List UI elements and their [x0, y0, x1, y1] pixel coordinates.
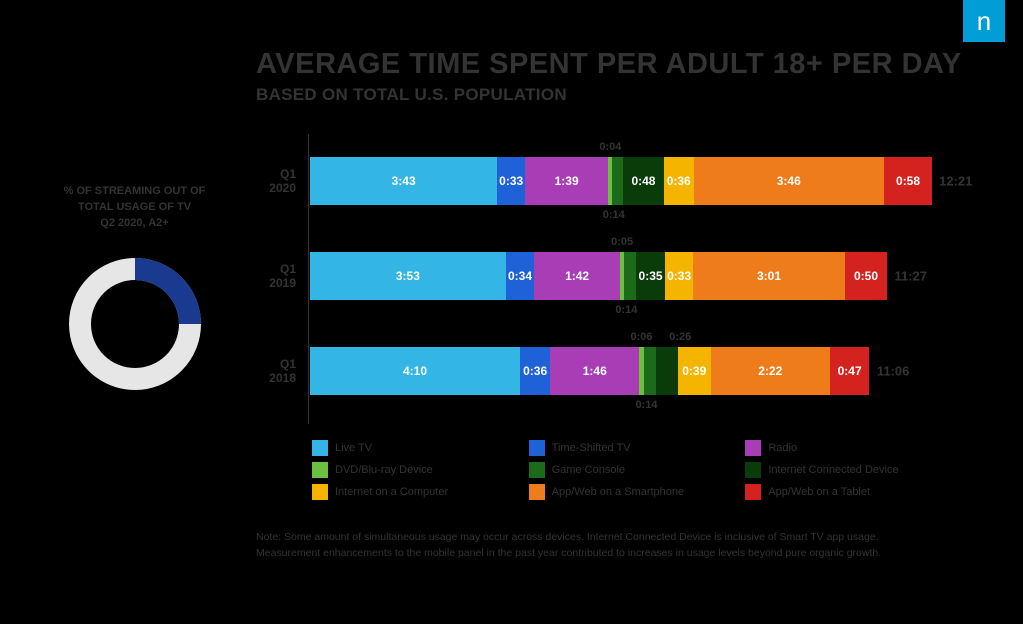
legend-item: Live TV	[312, 440, 519, 456]
segment-label-outside: 0:06	[630, 331, 652, 343]
donut-percent: 25%	[65, 254, 205, 394]
legend-item: App/Web on a Smartphone	[529, 484, 736, 500]
legend-label: Live TV	[335, 442, 372, 454]
bar-segment: 0:36	[664, 157, 694, 205]
row-total: 11:06	[877, 364, 910, 379]
bar-row: Q1 20203:430:331:390:040:140:480:363:460…	[256, 156, 992, 206]
bar-segment: 4:10	[310, 347, 520, 395]
legend-swatch	[312, 484, 328, 500]
chart-title: AVERAGE TIME SPENT PER ADULT 18+ PER DAY	[256, 48, 993, 81]
stacked-bar: 4:100:361:460:060:140:260:392:220:4711:0…	[310, 347, 869, 395]
bar-segment: 3:53	[310, 252, 506, 300]
bar-segment: 0:33	[497, 157, 525, 205]
bar-segment: 0:58	[884, 157, 933, 205]
legend-swatch	[312, 462, 328, 478]
donut-ring: 25%	[65, 254, 205, 394]
legend-item: App/Web on a Tablet	[745, 484, 952, 500]
segment-label-outside: 0:05	[611, 236, 633, 248]
bar-segment: 0:35	[636, 252, 665, 300]
legend-item: DVD/Blu-ray Device	[312, 462, 519, 478]
segment-label-outside: 0:14	[635, 399, 657, 411]
row-label: Q1 2019	[256, 262, 304, 290]
bar-segment: 0:26	[656, 347, 678, 395]
legend-label: Game Console	[552, 464, 625, 476]
bar-segment: 1:46	[550, 347, 639, 395]
legend-label: App/Web on a Tablet	[768, 486, 870, 498]
bar-segment: 0:34	[506, 252, 535, 300]
donut-label: % OF STREAMING OUT OF TOTAL USAGE OF TV …	[42, 184, 227, 232]
donut-chart: % OF STREAMING OUT OF TOTAL USAGE OF TV …	[42, 184, 227, 394]
bar-row: Q1 20193:530:341:420:050:140:350:333:010…	[256, 251, 992, 301]
legend-label: Internet Connected Device	[768, 464, 898, 476]
legend-item: Internet Connected Device	[745, 462, 952, 478]
legend-item: Game Console	[529, 462, 736, 478]
stacked-bar-chart: Q1 20203:430:331:390:040:140:480:363:460…	[256, 134, 992, 441]
row-total: 12:21	[939, 174, 972, 189]
chart-subtitle: BASED ON TOTAL U.S. POPULATION	[256, 85, 993, 105]
legend-item: Internet on a Computer	[312, 484, 519, 500]
bar-segment: 3:01	[693, 252, 845, 300]
row-total: 11:27	[894, 269, 927, 284]
bar-segment: 0:36	[520, 347, 550, 395]
footnote: Note: Some amount of simultaneous usage …	[256, 530, 993, 562]
header-block: AVERAGE TIME SPENT PER ADULT 18+ PER DAY…	[256, 48, 993, 105]
bar-segment: 3:46	[694, 157, 884, 205]
legend-swatch	[529, 462, 545, 478]
bar-segment: 0:39	[678, 347, 711, 395]
segment-label-outside: 0:26	[669, 331, 691, 343]
stacked-bar: 3:530:341:420:050:140:350:333:010:5011:2…	[310, 252, 887, 300]
bar-segment: 3:43	[310, 157, 497, 205]
row-label: Q1 2018	[256, 357, 304, 385]
donut-label-line: TOTAL USAGE OF TV	[42, 200, 227, 216]
legend-item: Time-Shifted TV	[529, 440, 736, 456]
bar-segment: 1:39	[525, 157, 608, 205]
legend: Live TV Time-Shifted TV Radio DVD/Blu-ray D…	[312, 440, 952, 500]
bar-segment: 0:50	[845, 252, 887, 300]
legend-label: App/Web on a Smartphone	[552, 486, 685, 498]
bar-segment: 1:42	[534, 252, 620, 300]
legend-swatch	[745, 440, 761, 456]
bar-segment: 0:14	[612, 157, 624, 205]
footnote-line: Note: Some amount of simultaneous usage …	[256, 530, 993, 546]
legend-label: Radio	[768, 442, 797, 454]
legend-label: Time-Shifted TV	[552, 442, 631, 454]
segment-label-outside: 0:14	[615, 304, 637, 316]
segment-label-outside: 0:14	[603, 209, 625, 221]
legend-item: Radio	[745, 440, 952, 456]
bar-segment: 0:14	[644, 347, 656, 395]
bar-row: Q1 20184:100:361:460:060:140:260:392:220…	[256, 346, 992, 396]
legend-swatch	[745, 484, 761, 500]
bar-segment: 0:14	[624, 252, 636, 300]
segment-label-outside: 0:04	[599, 141, 621, 153]
legend-label: DVD/Blu-ray Device	[335, 464, 433, 476]
legend-swatch	[745, 462, 761, 478]
row-label: Q1 2020	[256, 167, 304, 195]
nielsen-logo: n	[963, 0, 1005, 42]
bar-segment: 0:33	[665, 252, 693, 300]
footnote-line: Measurement enhancements to the mobile p…	[256, 546, 993, 562]
legend-swatch	[312, 440, 328, 456]
legend-swatch	[529, 440, 545, 456]
donut-label-line: Q2 2020, A2+	[42, 216, 227, 232]
bar-segment: 0:48	[623, 157, 663, 205]
bar-segment: 0:47	[830, 347, 869, 395]
bar-segment: 2:22	[711, 347, 830, 395]
stacked-bar: 3:430:331:390:040:140:480:363:460:5812:2…	[310, 157, 932, 205]
legend-swatch	[529, 484, 545, 500]
donut-label-line: % OF STREAMING OUT OF	[42, 184, 227, 200]
legend-label: Internet on a Computer	[335, 486, 448, 498]
